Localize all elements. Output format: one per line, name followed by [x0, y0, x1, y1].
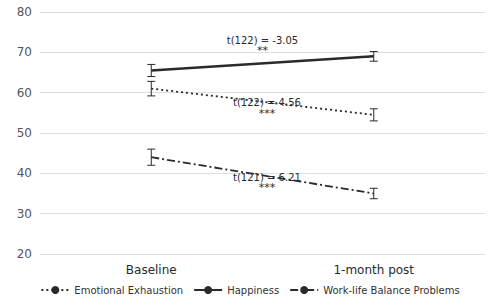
svg-text:Happiness: Happiness [227, 285, 279, 296]
svg-text:70: 70 [17, 45, 32, 59]
svg-text:20: 20 [17, 247, 32, 261]
svg-text:50: 50 [17, 126, 32, 140]
svg-text:Work-life Balance Problems: Work-life Balance Problems [323, 285, 460, 296]
svg-text:40: 40 [17, 166, 32, 180]
svg-text:60: 60 [17, 86, 32, 100]
svg-text:t(121) = 6.21: t(121) = 6.21 [233, 171, 301, 183]
svg-text:***: *** [259, 181, 276, 194]
svg-text:Emotional Exhaustion: Emotional Exhaustion [74, 285, 183, 296]
svg-text:***: *** [259, 107, 276, 120]
svg-text:80: 80 [17, 5, 32, 19]
svg-text:**: ** [257, 44, 269, 57]
svg-text:t(122) = 4.56: t(122) = 4.56 [233, 97, 301, 109]
svg-text:1-month post: 1-month post [333, 263, 414, 277]
svg-text:Baseline: Baseline [126, 263, 177, 277]
svg-text:t(122) = -3.05: t(122) = -3.05 [226, 34, 299, 46]
svg-text:30: 30 [17, 207, 32, 221]
